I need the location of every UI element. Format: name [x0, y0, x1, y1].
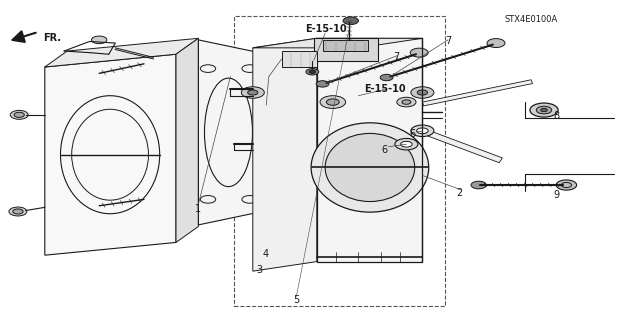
Polygon shape	[253, 38, 317, 271]
Polygon shape	[323, 40, 368, 51]
Circle shape	[316, 81, 329, 87]
Circle shape	[248, 90, 258, 95]
Polygon shape	[253, 38, 422, 48]
Circle shape	[556, 180, 577, 190]
Polygon shape	[45, 54, 176, 255]
Text: 3: 3	[256, 264, 262, 275]
Bar	[234, 16, 445, 306]
Circle shape	[380, 74, 393, 81]
Circle shape	[397, 97, 416, 107]
Polygon shape	[45, 38, 198, 67]
Circle shape	[343, 17, 358, 25]
Circle shape	[306, 69, 319, 75]
Ellipse shape	[311, 123, 429, 212]
Circle shape	[320, 96, 346, 108]
Circle shape	[530, 103, 558, 117]
Circle shape	[411, 87, 434, 98]
Text: 9: 9	[554, 189, 560, 200]
Text: 4: 4	[262, 249, 269, 259]
Text: E-15-10: E-15-10	[305, 24, 348, 34]
Circle shape	[309, 70, 316, 73]
Circle shape	[487, 39, 505, 48]
Text: STX4E0100A: STX4E0100A	[504, 15, 558, 24]
Polygon shape	[282, 51, 317, 67]
Circle shape	[241, 87, 264, 98]
Text: 8: 8	[554, 111, 560, 122]
Text: 7: 7	[394, 52, 400, 63]
Text: 6: 6	[381, 145, 387, 155]
Polygon shape	[422, 129, 502, 163]
Circle shape	[417, 128, 428, 134]
Circle shape	[411, 125, 434, 137]
Circle shape	[471, 181, 486, 189]
Circle shape	[401, 141, 412, 147]
Text: E-15-10: E-15-10	[364, 84, 406, 94]
Circle shape	[9, 207, 27, 216]
Polygon shape	[198, 40, 259, 225]
Circle shape	[410, 48, 428, 57]
Circle shape	[417, 90, 428, 95]
Text: 2: 2	[456, 188, 463, 198]
Circle shape	[536, 106, 552, 114]
Text: FR.: FR.	[44, 33, 61, 43]
Text: 7: 7	[445, 36, 451, 47]
Circle shape	[13, 209, 23, 214]
Polygon shape	[314, 38, 378, 61]
Circle shape	[326, 99, 339, 105]
Ellipse shape	[325, 133, 415, 202]
Polygon shape	[422, 80, 532, 106]
Polygon shape	[317, 38, 422, 262]
Text: 1: 1	[195, 204, 202, 214]
Text: 5: 5	[293, 295, 300, 305]
Circle shape	[541, 108, 547, 112]
Circle shape	[10, 110, 28, 119]
Circle shape	[402, 100, 411, 104]
Circle shape	[395, 138, 418, 150]
Text: 6: 6	[410, 129, 416, 139]
Polygon shape	[176, 38, 198, 242]
Circle shape	[92, 36, 107, 44]
Circle shape	[14, 112, 24, 117]
